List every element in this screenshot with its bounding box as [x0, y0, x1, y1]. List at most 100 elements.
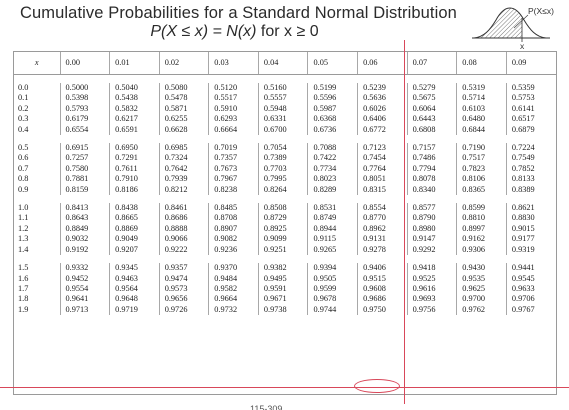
table-row: 0.8 0.7881 0.7910 0.7939 0.7967 0.7995 0.8023 0…: [14, 174, 556, 185]
probability-cell: 0.9332: [60, 263, 111, 274]
row-x-value: 1.3: [14, 234, 61, 245]
row-x-value: 1.7: [14, 283, 61, 295]
probability-cell: 0.6480: [456, 114, 507, 125]
probability-cell: 0.7611: [109, 163, 160, 175]
probability-cell: 0.7764: [357, 163, 408, 175]
row-x-value: 0.5: [14, 143, 61, 154]
probability-cell: 0.9573: [159, 283, 210, 295]
probability-cell: 0.9656: [159, 294, 210, 305]
probability-cell: 0.5910: [208, 103, 259, 115]
probability-cell: 0.7454: [357, 153, 408, 164]
row-x-value: 1.2: [14, 223, 61, 235]
label-leader-line: [513, 14, 529, 29]
probability-cell: 0.5398: [60, 93, 111, 104]
probability-cell: 0.8830: [511, 213, 535, 223]
probability-cell: 0.7673: [208, 163, 259, 175]
probability-cell: 0.8708: [208, 213, 259, 224]
probability-cell: 0.7939: [159, 174, 210, 185]
column-header: 0.01: [109, 52, 160, 75]
probability-cell: 0.9713: [60, 304, 111, 316]
probability-cell: 0.9115: [307, 234, 359, 245]
table-row: 0.2 0.5793 0.5832 0.5871 0.5910 0.5948 0.5987 0…: [14, 103, 556, 115]
probability-cell: 0.5832: [109, 103, 160, 115]
probability-cell: 0.7054: [258, 143, 309, 154]
probability-cell: 0.5714: [456, 93, 507, 104]
probability-cell: 0.9015: [511, 223, 535, 233]
probability-cell: 0.9099: [258, 234, 309, 245]
probability-cell: 0.9641: [60, 294, 111, 305]
probability-cell: 0.9608: [357, 283, 408, 295]
probability-cell: 0.8264: [258, 184, 309, 196]
probability-cell: 0.5753: [511, 93, 535, 103]
probability-cell: 0.6331: [258, 114, 309, 125]
probability-cell: 0.9545: [511, 273, 535, 283]
probability-cell: 0.6628: [159, 124, 210, 136]
probability-cell: 0.7019: [208, 143, 259, 154]
probability-cell: 0.6179: [60, 114, 111, 125]
probability-cell: 0.8665: [109, 213, 160, 224]
probability-cell: 0.8962: [357, 223, 408, 235]
probability-cell: 0.6985: [159, 143, 210, 154]
probability-cell: 0.8790: [407, 213, 458, 224]
probability-cell: 0.7517: [456, 153, 507, 164]
probability-cell: 0.5040: [109, 83, 160, 94]
probability-cell: 0.8577: [407, 203, 458, 214]
probability-cell: 0.5636: [357, 93, 408, 104]
row-x-value: 0.1: [14, 93, 61, 104]
probability-cell: 0.8888: [159, 223, 210, 235]
probability-cell: 0.5557: [258, 93, 309, 104]
probability-cell: 0.7910: [109, 174, 160, 185]
probability-cell: 0.8980: [407, 223, 458, 235]
probability-cell: 0.9732: [208, 304, 259, 316]
probability-cell: 0.9599: [307, 283, 359, 295]
probability-cell: 0.7486: [407, 153, 458, 164]
table-row: 1.1 0.8643 0.8665 0.8686 0.8708 0.8729 0.8749 0…: [14, 213, 556, 224]
probability-cell: 0.9554: [60, 283, 111, 295]
corner-header: x: [14, 52, 61, 75]
probability-cell: 0.8554: [357, 203, 408, 214]
probability-cell: 0.7967: [208, 174, 259, 185]
probability-cell: 0.9222: [159, 244, 210, 256]
column-header: 0.04: [258, 52, 309, 75]
probability-cell: 0.6026: [357, 103, 408, 115]
row-x-value: 0.3: [14, 114, 61, 125]
probability-cell: 0.9032: [60, 234, 111, 245]
probability-cell: 0.9162: [456, 234, 507, 245]
probability-cell: 0.5948: [258, 103, 309, 115]
probability-cell: 0.8289: [307, 184, 359, 196]
probability-cell: 0.9505: [307, 273, 359, 284]
probability-cell: 0.9418: [407, 263, 458, 274]
probability-cell: 0.9719: [109, 304, 160, 316]
table-row: 1.0 0.8413 0.8438 0.8461 0.8485 0.8508 0.8531 0…: [14, 203, 556, 214]
probability-cell: 0.9177: [511, 234, 535, 244]
probability-cell: 0.5987: [307, 103, 359, 115]
probability-cell: 0.6217: [109, 114, 160, 125]
probability-cell: 0.7549: [511, 153, 535, 163]
row-x-value: 1.1: [14, 213, 61, 224]
probability-cell: 0.6808: [407, 124, 458, 136]
probability-cell: 0.8749: [307, 213, 359, 224]
probability-cell: 0.9319: [511, 244, 535, 254]
probability-cell: 0.8643: [60, 213, 111, 224]
page-subtitle: P(X ≤ x) = N(x) for x ≥ 0: [0, 23, 469, 41]
table-row: 1.8 0.9641 0.9648 0.9656 0.9664 0.9671 0.9678 0…: [14, 294, 556, 305]
probability-cell: 0.6255: [159, 114, 210, 125]
probability-cell: 0.9207: [109, 244, 160, 256]
probability-cell: 0.5000: [60, 83, 111, 94]
probability-cell: 0.8212: [159, 184, 210, 196]
probability-cell: 0.9441: [511, 263, 535, 273]
probability-cell: 0.7291: [109, 153, 160, 164]
row-x-value: 0.0: [14, 83, 61, 94]
probability-cell: 0.7224: [511, 143, 535, 153]
probability-cell: 0.5359: [511, 83, 535, 92]
probability-cell: 0.8051: [357, 174, 408, 185]
row-x-value: 0.8: [14, 174, 61, 185]
probability-cell: 0.9495: [258, 273, 309, 284]
header-row: x 0.00 0.01 0.02 0.03 0.04 0.05 0.06 0.07 0.08 0.…: [14, 52, 556, 75]
shaded-area: [476, 8, 522, 38]
probability-cell: 0.5793: [60, 103, 111, 115]
probability-cell: 0.6368: [307, 114, 359, 125]
probability-cell: 0.7995: [258, 174, 309, 185]
probability-cell: 0.8729: [258, 213, 309, 224]
probability-cell: 0.7852: [511, 163, 535, 173]
